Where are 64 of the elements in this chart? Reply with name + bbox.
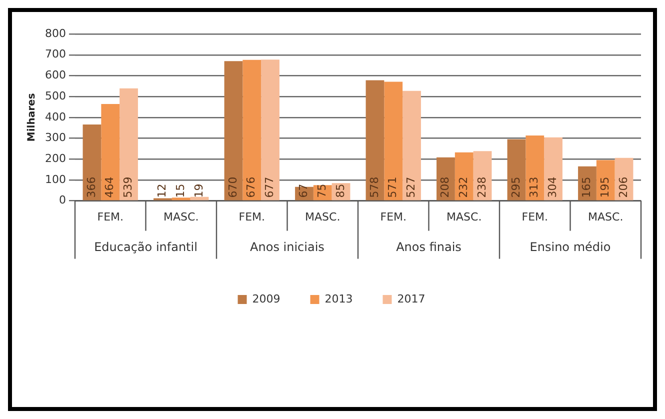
x-tick-label: FEM. [522, 210, 548, 224]
bar [402, 90, 421, 200]
bar [172, 198, 190, 200]
legend-label: 2017 [397, 292, 426, 306]
data-label: 313 [528, 176, 541, 198]
x-tick-label: MASC. [164, 210, 199, 224]
data-label: 75 [315, 184, 328, 198]
data-label: 238 [475, 176, 488, 198]
text: Anos iniciais [250, 240, 324, 254]
data-label: 206 [616, 176, 630, 198]
bar [454, 152, 474, 200]
data-label: 304 [546, 176, 560, 198]
data-label: 464 [103, 176, 116, 198]
text: Educação infantil [94, 240, 198, 254]
data-label: 15 [174, 184, 187, 198]
data-label: 67 [297, 184, 310, 198]
data-label: 527 [404, 176, 418, 198]
data-label: 676 [244, 176, 258, 198]
y-axis-title: Milhares [26, 93, 38, 142]
data-label: 670 [226, 176, 240, 198]
y-tick-label: 300 [44, 131, 66, 144]
data-label: 677 [263, 176, 276, 198]
text: Ensino médio [530, 240, 611, 254]
data-label: 85 [334, 184, 347, 198]
bar [544, 137, 562, 200]
y-tick-label: 100 [44, 172, 66, 186]
bar [366, 80, 384, 200]
bar [120, 88, 138, 200]
x-tick-label: FEM. [97, 210, 124, 224]
y-tick-label: 0 [58, 194, 66, 207]
legend-label: 2009 [252, 292, 280, 306]
data-label: 19 [192, 184, 206, 198]
bar [101, 104, 120, 200]
x-tick-label: MASC. [588, 210, 624, 224]
bar [261, 60, 280, 200]
data-label: 571 [386, 176, 400, 198]
bar [224, 61, 243, 200]
x-tick-label: MASC. [305, 210, 340, 224]
data-label: 165 [580, 176, 594, 198]
x-tick-label: FEM. [380, 210, 407, 224]
x-tick-label: FEM. [238, 210, 266, 224]
y-tick-label: 800 [44, 26, 66, 40]
bar [526, 136, 544, 200]
bar [82, 124, 102, 200]
data-label: 295 [509, 176, 522, 198]
data-label: 366 [84, 176, 98, 198]
data-label: 232 [456, 176, 470, 198]
data-label: 578 [368, 176, 381, 198]
legend-label: 2013 [324, 292, 353, 306]
y-tick-label: 200 [44, 152, 66, 165]
y-tick-label: 700 [44, 48, 66, 61]
bar [507, 139, 526, 200]
y-tick-label: 600 [44, 68, 66, 82]
y-tick-label: 400 [44, 110, 66, 124]
x-tick-label: MASC. [446, 210, 482, 224]
data-label: 208 [438, 176, 452, 198]
text: Anos finais [396, 240, 462, 254]
bar [242, 60, 262, 200]
data-label: 539 [122, 176, 135, 198]
bar [596, 160, 615, 200]
data-label: 12 [156, 184, 169, 198]
bar [384, 82, 403, 200]
y-tick-label: 500 [44, 89, 66, 102]
data-label: 195 [598, 176, 612, 198]
